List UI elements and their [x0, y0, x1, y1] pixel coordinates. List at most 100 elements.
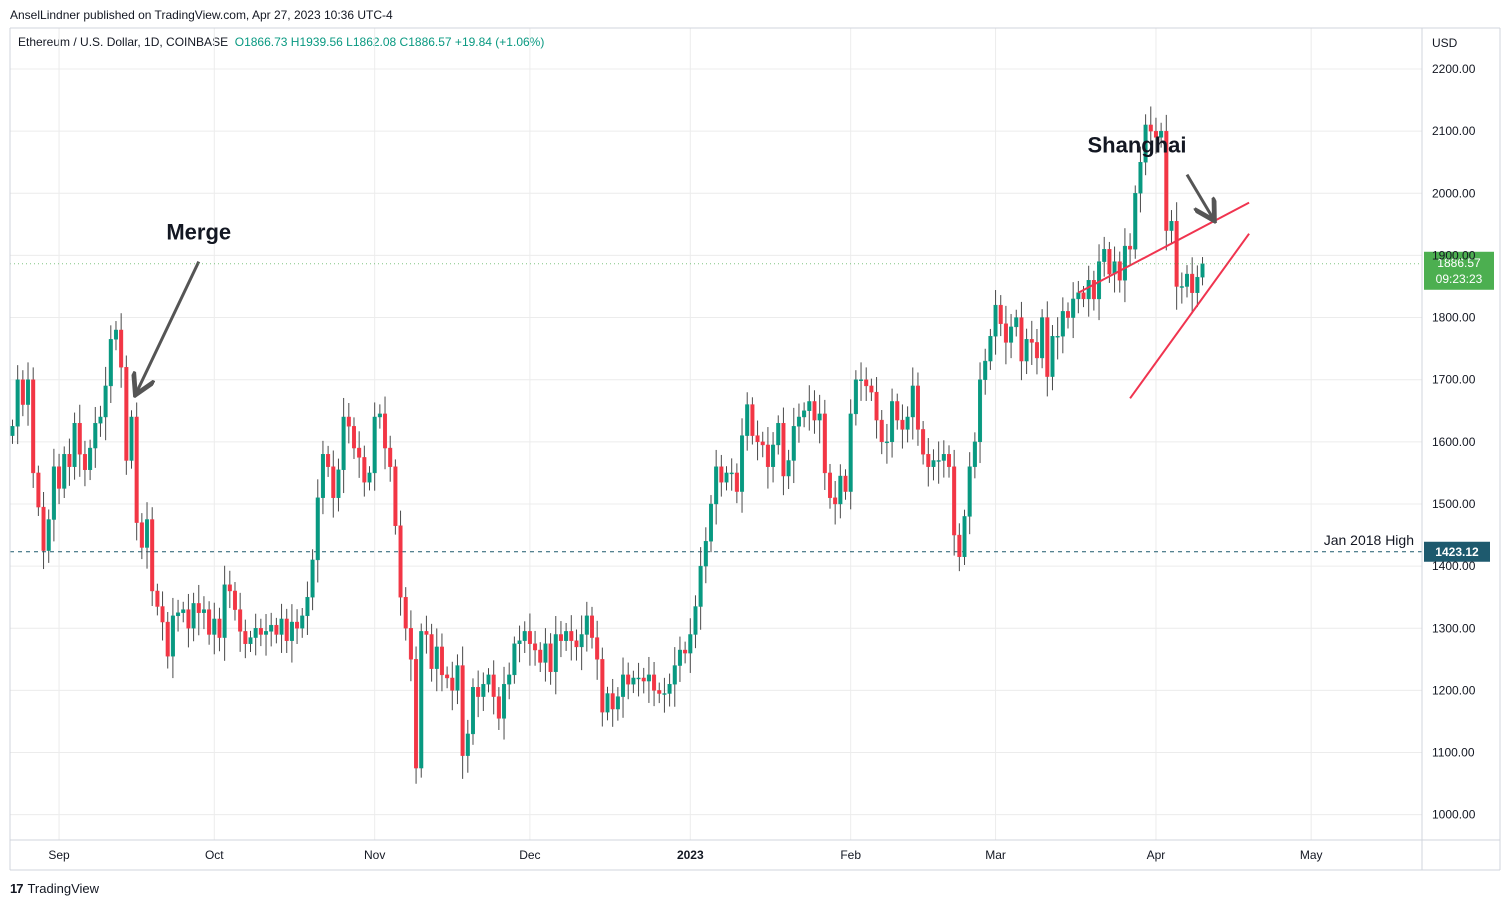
- candle-body: [1133, 193, 1138, 250]
- candle-body: [439, 646, 444, 676]
- candle-body: [491, 674, 496, 697]
- candle-body: [714, 466, 719, 505]
- candle-body: [1034, 342, 1039, 359]
- currency-label: USD: [1432, 36, 1458, 50]
- candle-body: [1045, 317, 1050, 377]
- annotation-arrow: [137, 260, 201, 392]
- candle-body: [874, 391, 879, 421]
- candle-body: [978, 379, 983, 443]
- candle-body: [527, 631, 532, 644]
- candle-body: [326, 454, 331, 467]
- y-tick-label: 1900.00: [1432, 248, 1476, 262]
- candle-body: [626, 674, 631, 685]
- candle-body: [750, 404, 755, 436]
- candle-body: [41, 506, 46, 551]
- candle-body: [962, 516, 967, 557]
- candle-body: [103, 385, 108, 418]
- candle-body: [843, 475, 848, 492]
- y-tick-label: 1600.00: [1432, 435, 1476, 449]
- candle-body: [817, 413, 822, 421]
- candle-body: [1065, 311, 1070, 318]
- candle-body: [57, 466, 62, 489]
- candle-body: [796, 416, 801, 427]
- candle-body: [414, 659, 419, 769]
- candle-body: [10, 426, 15, 436]
- candle-body: [703, 541, 708, 567]
- y-tick-label: 1800.00: [1432, 311, 1476, 325]
- candle-body: [72, 422, 77, 467]
- y-tick-label: 1200.00: [1432, 683, 1476, 697]
- candle-body: [621, 674, 626, 697]
- candle-body: [1102, 249, 1107, 262]
- candle-body: [186, 609, 191, 629]
- candle-body: [755, 435, 760, 443]
- candle-body: [900, 419, 905, 430]
- candle-body: [915, 385, 920, 430]
- candle-body: [957, 534, 962, 557]
- candlestick-series: [10, 106, 1205, 784]
- candle-body: [864, 379, 869, 387]
- candle-body: [134, 416, 139, 523]
- candle-body: [1164, 130, 1169, 231]
- price-chart[interactable]: Jan 2018 High 1423.12 Merge Shanghai 1886.5…: [0, 0, 1508, 875]
- candle-body: [476, 687, 481, 697]
- candle-body: [1014, 317, 1019, 328]
- candle-body: [1169, 221, 1174, 231]
- candle-body: [1143, 124, 1148, 163]
- candle-body: [538, 649, 543, 663]
- candle-body: [424, 631, 429, 635]
- candle-body: [1174, 221, 1179, 287]
- x-tick-label: Sep: [48, 848, 70, 862]
- candle-body: [481, 683, 486, 697]
- candle-body: [589, 615, 594, 638]
- trend-line: [1077, 201, 1250, 294]
- candle-body: [641, 677, 646, 682]
- candle-body: [124, 367, 129, 461]
- tradingview-logo-icon: 17: [10, 881, 24, 896]
- tradingview-footer[interactable]: 17 TradingView: [10, 881, 99, 896]
- candle-body: [631, 677, 636, 685]
- candle-body: [672, 665, 677, 685]
- candle-body: [227, 584, 232, 592]
- x-tick-label: Dec: [519, 848, 540, 862]
- candle-body: [926, 454, 931, 467]
- y-tick-label: 1000.00: [1432, 808, 1476, 822]
- candle-body: [879, 419, 884, 443]
- candle-body: [470, 687, 475, 735]
- candle-body: [1148, 124, 1153, 132]
- candle-body: [683, 649, 688, 654]
- chart-grid: [10, 28, 1422, 840]
- candle-body: [450, 677, 455, 691]
- candle-body: [465, 733, 470, 756]
- candle-body: [1081, 292, 1086, 300]
- candle-body: [662, 693, 667, 695]
- candle-body: [698, 565, 703, 607]
- symbol-title[interactable]: Ethereum / U.S. Dollar, 1D, COINBASE: [18, 35, 229, 49]
- candle-body: [331, 466, 336, 498]
- candle-body: [1055, 336, 1060, 338]
- candle-body: [931, 460, 936, 467]
- candle-body: [176, 612, 181, 617]
- candle-body: [403, 596, 408, 629]
- candle-body: [408, 628, 413, 660]
- candle-body: [605, 693, 610, 713]
- chart-legend: Ethereum / U.S. Dollar, 1D, COINBASE O18…: [18, 35, 544, 49]
- candle-body: [62, 454, 67, 489]
- candle-body: [1091, 280, 1096, 300]
- candle-body: [1009, 326, 1014, 343]
- candle-body: [610, 693, 615, 710]
- candle-body: [1122, 245, 1127, 281]
- candle-body: [667, 683, 672, 694]
- candle-body: [1107, 249, 1112, 275]
- candle-body: [952, 466, 957, 536]
- y-tick-label: 1500.00: [1432, 497, 1476, 511]
- candle-body: [734, 472, 739, 492]
- candle-body: [248, 637, 253, 644]
- ohlc-values: O1866.73 H1939.56 L1862.08 C1886.57 +19.…: [234, 35, 545, 49]
- candle-body: [564, 631, 569, 641]
- candle-body: [838, 475, 843, 505]
- candle-body: [269, 624, 274, 632]
- candle-body: [910, 385, 915, 418]
- candle-body: [26, 379, 31, 405]
- candle-body: [946, 454, 951, 467]
